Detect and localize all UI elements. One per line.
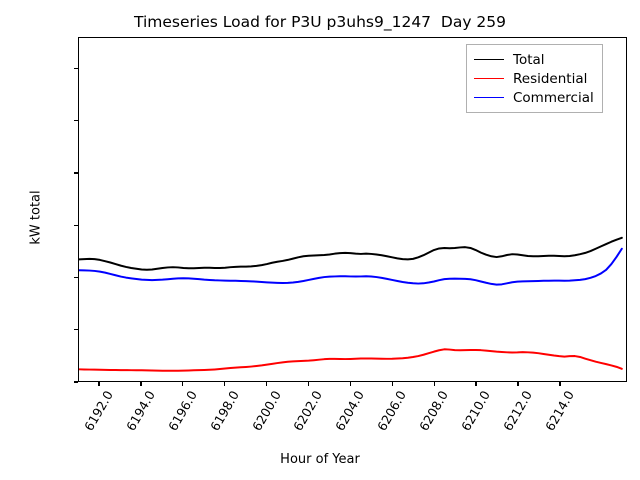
series-lines <box>79 236 623 372</box>
y-tick-mark <box>74 172 78 174</box>
series-line-commercial <box>79 247 623 286</box>
x-tick-label: 6208.0 <box>416 388 452 434</box>
chart-title: Timeseries Load for P3U p3uhs9_1247 Day … <box>133 13 507 31</box>
legend-swatch-icon <box>474 78 504 79</box>
x-tick-mark <box>98 382 100 386</box>
y-tick-mark <box>74 276 78 279</box>
legend-label: Commercial <box>513 89 594 106</box>
x-tick-label: 6214.0 <box>542 388 577 434</box>
y-tick-mark <box>74 329 78 331</box>
x-tick-mark <box>265 382 268 386</box>
y-tick-mark <box>74 67 78 69</box>
x-tick-mark <box>559 382 561 386</box>
x-tick-mark <box>140 382 142 386</box>
legend-item-total: Total <box>474 50 594 69</box>
x-tick-mark <box>433 382 435 386</box>
legend-item-residential: Residential <box>474 69 594 88</box>
x-tick-label: 6202.0 <box>290 388 326 434</box>
legend-swatch-icon <box>474 97 504 98</box>
x-tick-label: 6210.0 <box>458 388 494 434</box>
y-tick-mark <box>74 381 78 383</box>
x-tick-label: 6196.0 <box>164 388 200 434</box>
legend-swatch-icon <box>474 59 504 60</box>
series-line-residential <box>79 348 623 372</box>
x-tick-label: 6200.0 <box>248 388 284 434</box>
y-axis-label: kW total <box>28 190 44 245</box>
x-tick-mark <box>349 382 352 386</box>
x-tick-label: 6192.0 <box>81 388 116 434</box>
legend-label: Total <box>513 51 545 68</box>
y-tick-mark <box>74 119 78 122</box>
x-tick-label: 6194.0 <box>122 388 158 434</box>
legend-label: Residential <box>513 70 588 87</box>
x-tick-label: 6206.0 <box>374 388 410 434</box>
legend-item-commercial: Commercial <box>474 88 594 107</box>
x-tick-mark <box>224 382 226 386</box>
x-tick-mark <box>517 382 519 386</box>
y-tick-mark <box>74 224 78 226</box>
x-tick-mark <box>391 382 393 386</box>
x-tick-label: 6204.0 <box>332 388 368 434</box>
x-tick-label: 6212.0 <box>500 388 536 434</box>
x-tick-mark <box>475 382 477 386</box>
x-tick-mark <box>307 382 310 386</box>
x-tick-label: 6198.0 <box>206 388 242 434</box>
series-line-total <box>79 236 623 271</box>
x-tick-mark <box>182 382 184 386</box>
x-axis-label: Hour of Year <box>280 452 360 467</box>
chart-legend: Total Residential Commercial <box>466 44 603 113</box>
